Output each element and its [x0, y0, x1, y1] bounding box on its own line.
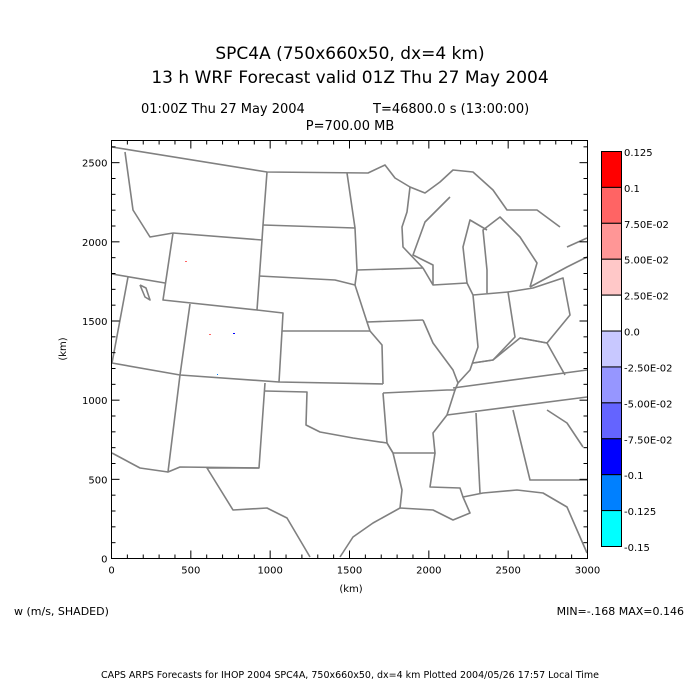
mississippi-river: [422, 319, 459, 391]
wisconsin: [401, 186, 424, 269]
colorbar-label: -7.50E-02: [624, 435, 673, 446]
y-tick-label: 500: [88, 475, 107, 486]
colorbar-label: 2.50E-02: [624, 292, 669, 303]
shaded-pixel: [233, 333, 235, 334]
ny-north: [566, 237, 588, 248]
oklahoma: [264, 390, 394, 454]
great-salt-lake: [139, 284, 151, 301]
colorbar: 0.125 0.1 7.50E-02 5.00E-02 2.50E-02 0.0 -2.50…: [601, 148, 673, 554]
colorbar-swatch: [601, 510, 622, 548]
y-tick-label: 1000: [82, 396, 107, 407]
field-shading: [185, 261, 235, 375]
x-tick-label: 1000: [257, 566, 282, 577]
y-tick-label: 2000: [82, 238, 107, 249]
colorbar-swatch: [601, 474, 622, 512]
ky-tn: [452, 369, 588, 389]
x-tick-label: 0: [108, 566, 114, 577]
new-mexico: [167, 374, 266, 473]
axis-ticks: [111, 140, 588, 559]
colorbar-swatch: [601, 438, 622, 476]
nebraska: [256, 309, 370, 332]
x-axis-label: (km): [339, 584, 362, 595]
sd-ne: [258, 275, 356, 286]
lake-erie-ny: [529, 256, 588, 288]
la-ms: [429, 452, 464, 498]
ohio: [507, 277, 571, 344]
lake-michigan-west: [412, 196, 451, 285]
x-tick-label: 3000: [575, 566, 600, 577]
colorbar-label: -5.00E-02: [624, 399, 673, 410]
colorbar-label: 0.0: [624, 328, 640, 339]
texas: [206, 467, 311, 558]
nd-sd: [262, 224, 356, 229]
colorbar-label: -0.1: [624, 471, 644, 482]
colorbar-swatch: [601, 330, 622, 368]
colorbar-label: 0.1: [624, 184, 640, 195]
pressure-level-label: P=700.00 MB: [305, 119, 395, 134]
shaded-pixel: [209, 334, 211, 335]
x-tick-label: 500: [181, 566, 200, 577]
y-tick-label: 1500: [82, 317, 107, 328]
shaded-pixel: [217, 374, 218, 375]
valid-time-label: 01:00Z Thu 27 May 2004: [141, 102, 305, 117]
colorbar-label: 0.125: [624, 148, 653, 159]
axis-tick-labels: 0 500 1000 1500 2000 2500 3000 0 500 1000 1500 2000…: [82, 159, 600, 577]
state-boundaries: [111, 146, 588, 558]
colorbar-label: 7.50E-02: [624, 220, 669, 231]
ohio-river: [472, 337, 566, 376]
plot-title: SPC4A (750x660x50, dx=4 km): [215, 44, 485, 64]
plot-subtitle: 13 h WRF Forecast valid 01Z Thu 27 May 2…: [151, 68, 549, 88]
ms-al: [475, 412, 481, 494]
tx-la: [392, 452, 403, 509]
min-max-label: MIN=-.168 MAX=0.146: [556, 605, 684, 618]
arizona: [111, 452, 169, 473]
colorbar-swatch: [601, 222, 622, 260]
colorbar-swatch: [601, 402, 622, 440]
x-tick-label: 1500: [337, 566, 362, 577]
y-axis-label: (km): [58, 337, 69, 360]
y-tick-label: 0: [101, 555, 107, 566]
al-ga: [512, 409, 587, 481]
colorbar-swatch: [601, 151, 622, 188]
carolinas: [546, 409, 584, 448]
x-tick-label: 2500: [495, 566, 520, 577]
michigan-lower: [462, 219, 488, 284]
colorbar-swatch: [601, 366, 622, 404]
colorbar-swatch: [601, 258, 622, 296]
kansas: [278, 330, 384, 385]
variable-label: w (m/s, SHADED): [14, 605, 109, 618]
forecast-seconds-label: T=46800.0 s (13:00:00): [373, 102, 530, 117]
dakota-mn: [346, 172, 358, 286]
tn-south: [446, 396, 588, 416]
montana-idaho: [124, 151, 174, 238]
nevada-utah: [111, 276, 181, 376]
utah: [111, 273, 166, 284]
michigan-east: [482, 216, 538, 293]
indiana: [472, 291, 516, 364]
colorbar-label: -0.125: [624, 507, 656, 518]
colorbar-label: 5.00E-02: [624, 256, 669, 267]
footer-credit: CAPS ARPS Forecasts for IHOP 2004 SPC4A,…: [100, 670, 600, 681]
shaded-pixel: [185, 261, 187, 262]
colorbar-swatch: [601, 186, 622, 224]
ia-mo: [366, 319, 424, 323]
colorado: [179, 303, 280, 383]
colorbar-swatch: [601, 294, 622, 332]
x-tick-label: 2000: [416, 566, 441, 577]
canada-border: [111, 146, 561, 228]
wyoming: [162, 232, 263, 311]
colorbar-label: -2.50E-02: [624, 363, 673, 374]
montana-dakota: [261, 171, 268, 241]
mn-ia: [356, 267, 424, 271]
arkansas: [382, 389, 456, 454]
y-tick-label: 2500: [82, 159, 107, 170]
colorbar-label: -0.15: [624, 543, 650, 554]
gulf-coast: [339, 489, 588, 558]
missouri-river: [354, 284, 384, 385]
